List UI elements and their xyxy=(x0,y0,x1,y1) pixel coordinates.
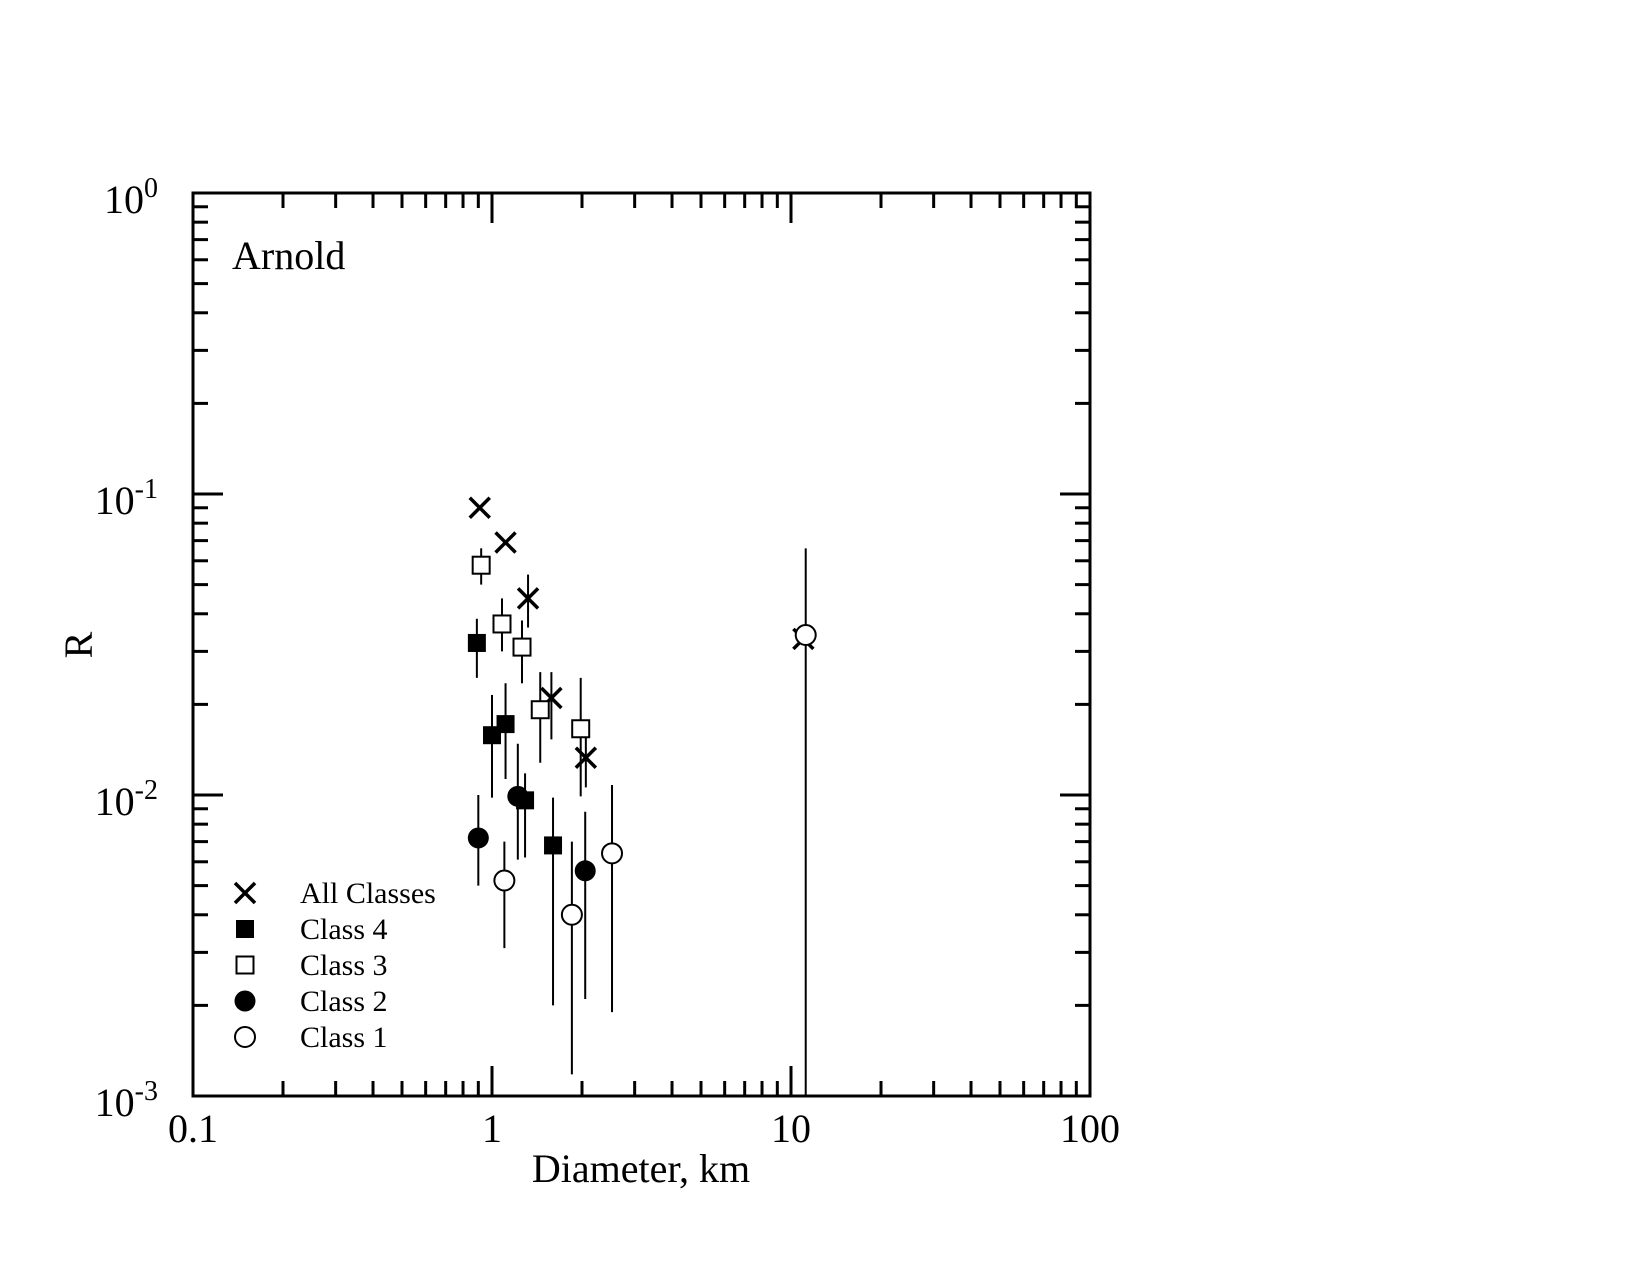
open-square-marker xyxy=(512,637,532,657)
error-bars xyxy=(475,548,807,1096)
open-circle-marker xyxy=(493,869,516,892)
axis-ticks xyxy=(193,193,1090,1096)
x-axis-label: Diameter, km xyxy=(532,1146,750,1191)
x-marker xyxy=(233,881,257,905)
legend-label: All Classes xyxy=(300,877,436,910)
x-marker xyxy=(494,531,517,554)
legend-item: Class 4 xyxy=(236,913,388,946)
x-stroke xyxy=(468,496,491,520)
x-tick-label: 0.1 xyxy=(168,1106,218,1151)
open-circle-marker xyxy=(234,1026,256,1048)
legend-label: Class 4 xyxy=(300,913,388,946)
open-circle-marker xyxy=(560,903,583,926)
y-tick-label: 100 xyxy=(104,173,158,222)
legend-label: Class 2 xyxy=(300,985,388,1018)
x-stroke xyxy=(574,746,598,769)
open-square-marker xyxy=(571,719,591,739)
x-tick-label: 1 xyxy=(482,1106,502,1151)
x-marker xyxy=(516,587,540,610)
x-stroke xyxy=(494,531,517,554)
legend-label: Class 1 xyxy=(300,1021,388,1054)
filled-square-marker xyxy=(496,715,515,734)
open-circle-marker xyxy=(601,842,624,865)
x-tick-labels: 0.1 1 10 100 xyxy=(168,1106,1120,1151)
filled-circle-marker xyxy=(467,827,489,849)
x-tick-label: 10 xyxy=(771,1106,811,1151)
filled-circle-marker xyxy=(234,990,256,1012)
open-square-marker xyxy=(492,614,512,634)
open-square-marker xyxy=(471,555,491,575)
filled-square-marker xyxy=(544,836,563,855)
filled-circle-marker xyxy=(507,785,529,807)
filled-square-marker xyxy=(236,920,254,938)
filled-square-marker xyxy=(483,726,501,745)
panel-title: Arnold xyxy=(232,233,345,278)
x-stroke xyxy=(233,881,257,905)
x-marker xyxy=(468,496,491,520)
legend-item: Class 2 xyxy=(234,985,388,1018)
filled-square-marker xyxy=(467,633,486,652)
open-square-marker xyxy=(235,955,255,975)
x-marker xyxy=(574,746,598,769)
y-tick-labels: 100 10-1 10-2 10-3 xyxy=(95,173,158,1125)
y-tick-label: 10-3 xyxy=(95,1076,158,1125)
y-axis-label: R xyxy=(56,631,101,658)
open-circle-marker xyxy=(794,624,817,647)
open-square-marker xyxy=(530,700,550,720)
legend-item: All Classes xyxy=(233,877,436,910)
legend-item: Class 3 xyxy=(235,949,388,982)
y-tick-label: 10-2 xyxy=(95,775,158,824)
data-markers xyxy=(467,496,817,926)
x-tick-label: 100 xyxy=(1060,1106,1120,1151)
legend-label: Class 3 xyxy=(300,949,388,982)
filled-circle-marker xyxy=(574,860,596,882)
y-tick-label: 10-1 xyxy=(95,474,158,523)
legend-item: Class 1 xyxy=(234,1021,388,1054)
x-stroke xyxy=(516,587,540,610)
plot-frame xyxy=(191,191,1092,1098)
